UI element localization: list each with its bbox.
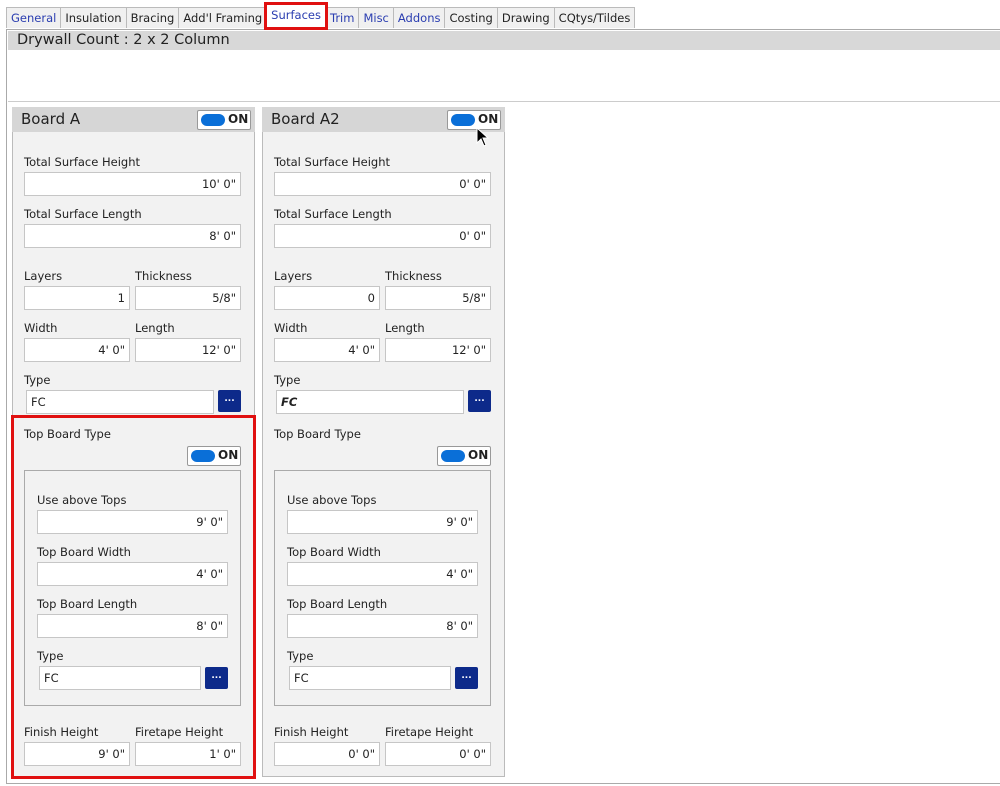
total-surface-height-input[interactable]: 0' 0": [274, 172, 491, 196]
label-firetape-height: Firetape Height: [135, 725, 224, 739]
label-total-surface-height: Total Surface Height: [274, 155, 390, 169]
length-input[interactable]: 12' 0": [135, 338, 241, 362]
label-width: Width: [274, 321, 308, 335]
label-finish-height: Finish Height: [274, 725, 349, 739]
label-finish-height: Finish Height: [24, 725, 99, 739]
top-board-type-browse-button[interactable]: ...: [455, 667, 478, 689]
type-input[interactable]: FC: [276, 390, 464, 414]
type-input[interactable]: FC: [26, 390, 214, 414]
label-type: Type: [24, 373, 51, 387]
header-area: [8, 50, 1000, 102]
board-enabled-toggle[interactable]: ON: [197, 110, 251, 130]
top-board-type-input[interactable]: FC: [39, 666, 201, 690]
tab-surfaces[interactable]: Surfaces: [264, 2, 328, 30]
layers-input[interactable]: 1: [24, 286, 130, 310]
board-enabled-toggle[interactable]: ON: [447, 110, 501, 130]
highlight-box: [11, 415, 256, 779]
label-thickness: Thickness: [135, 269, 192, 283]
width-input[interactable]: 4' 0": [24, 338, 130, 362]
mouse-cursor-icon: [476, 127, 490, 147]
top-board-group: [274, 470, 491, 706]
label-length: Length: [135, 321, 175, 335]
tab-bracing[interactable]: Bracing: [125, 7, 180, 28]
thickness-input[interactable]: 5/8": [135, 286, 241, 310]
label-length: Length: [385, 321, 425, 335]
top-board-length-input[interactable]: 8' 0": [287, 614, 478, 638]
finish-height-input[interactable]: 0' 0": [274, 742, 380, 766]
tab-addons[interactable]: Addons: [392, 7, 446, 28]
label-top-board-length: Top Board Length: [287, 597, 388, 611]
label-layers: Layers: [24, 269, 63, 283]
tab-add-l-framing[interactable]: Add'l Framing: [178, 7, 268, 28]
toggle-label: ON: [228, 112, 249, 126]
top-board-toggle[interactable]: ON: [437, 446, 491, 466]
tab-cqtys-tildes[interactable]: CQtys/Tildes: [553, 7, 636, 28]
label-total-surface-length: Total Surface Length: [274, 207, 392, 221]
finish-height-input[interactable]: 9' 0": [24, 742, 130, 766]
total-surface-height-input[interactable]: 10' 0": [24, 172, 241, 196]
toggle-label: ON: [478, 112, 499, 126]
label-thickness: Thickness: [385, 269, 442, 283]
total-surface-length-input[interactable]: 8' 0": [24, 224, 241, 248]
label-top-board-type: Top Board Type: [274, 427, 361, 441]
label-use-above-tops: Use above Tops: [37, 493, 127, 507]
label-total-surface-height: Total Surface Height: [24, 155, 140, 169]
type-browse-button[interactable]: ...: [468, 390, 491, 412]
content-frame: [6, 29, 1000, 784]
label-total-surface-length: Total Surface Length: [24, 207, 142, 221]
firetape-height-input[interactable]: 0' 0": [385, 742, 491, 766]
top-board-width-input[interactable]: 4' 0": [287, 562, 478, 586]
top-board-width-input[interactable]: 4' 0": [37, 562, 228, 586]
page-title: Drywall Count : 2 x 2 Column: [8, 31, 1000, 50]
toggle-knob: [191, 450, 215, 462]
tab-costing[interactable]: Costing: [444, 7, 498, 28]
tab-insulation[interactable]: Insulation: [60, 7, 127, 28]
length-input[interactable]: 12' 0": [385, 338, 491, 362]
tab-trim[interactable]: Trim: [324, 7, 360, 28]
tab-bar: General Insulation Bracing Add'l Framing Sur…: [6, 2, 636, 30]
toggle-knob: [441, 450, 465, 462]
tab-drawing[interactable]: Drawing: [496, 7, 555, 28]
label-width: Width: [24, 321, 58, 335]
top-board-type-browse-button[interactable]: ...: [205, 667, 228, 689]
label-top-board-length: Top Board Length: [37, 597, 138, 611]
toggle-label: ON: [468, 448, 489, 462]
use-above-tops-input[interactable]: 9' 0": [287, 510, 478, 534]
layers-input[interactable]: 0: [274, 286, 380, 310]
label-top-board-type: Type: [37, 649, 64, 663]
label-firetape-height: Firetape Height: [385, 725, 474, 739]
label-top-board-type: Top Board Type: [24, 427, 111, 441]
width-input[interactable]: 4' 0": [274, 338, 380, 362]
label-top-board-width: Top Board Width: [287, 545, 381, 559]
firetape-height-input[interactable]: 1' 0": [135, 742, 241, 766]
use-above-tops-input[interactable]: 9' 0": [37, 510, 228, 534]
toggle-label: ON: [218, 448, 239, 462]
top-board-group: [24, 470, 241, 706]
total-surface-length-input[interactable]: 0' 0": [274, 224, 491, 248]
tab-misc[interactable]: Misc: [358, 7, 394, 28]
label-use-above-tops: Use above Tops: [287, 493, 377, 507]
toggle-knob: [451, 114, 475, 126]
label-type: Type: [274, 373, 301, 387]
top-board-type-input[interactable]: FC: [289, 666, 451, 690]
board-panel: [262, 107, 505, 777]
thickness-input[interactable]: 5/8": [385, 286, 491, 310]
type-browse-button[interactable]: ...: [218, 390, 241, 412]
label-layers: Layers: [274, 269, 313, 283]
tab-general[interactable]: General: [6, 7, 62, 28]
label-top-board-width: Top Board Width: [37, 545, 131, 559]
top-board-length-input[interactable]: 8' 0": [37, 614, 228, 638]
toggle-knob: [201, 114, 225, 126]
label-top-board-type: Type: [287, 649, 314, 663]
top-board-toggle[interactable]: ON: [187, 446, 241, 466]
